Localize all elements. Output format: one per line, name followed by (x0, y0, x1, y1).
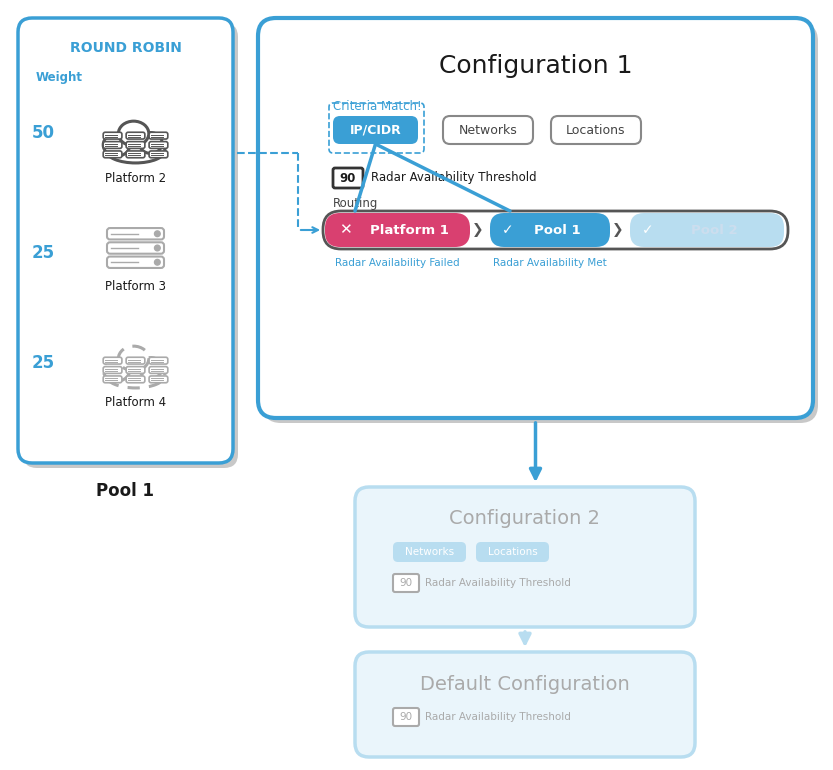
FancyBboxPatch shape (103, 367, 122, 373)
FancyBboxPatch shape (258, 18, 813, 418)
FancyBboxPatch shape (126, 142, 145, 149)
FancyBboxPatch shape (107, 228, 164, 239)
FancyBboxPatch shape (18, 18, 233, 463)
FancyBboxPatch shape (103, 151, 122, 158)
FancyBboxPatch shape (263, 23, 818, 423)
Ellipse shape (118, 121, 149, 146)
Ellipse shape (106, 139, 165, 163)
FancyBboxPatch shape (103, 142, 122, 149)
Text: ❯: ❯ (612, 223, 624, 237)
FancyBboxPatch shape (325, 213, 470, 247)
Text: 50: 50 (32, 124, 54, 142)
Ellipse shape (139, 132, 162, 153)
FancyBboxPatch shape (149, 376, 167, 383)
Text: 90: 90 (340, 172, 357, 185)
Text: ✓: ✓ (642, 223, 654, 237)
Text: ✕: ✕ (339, 223, 352, 237)
Text: 90: 90 (400, 712, 412, 722)
Ellipse shape (103, 359, 130, 381)
Circle shape (154, 231, 160, 236)
Ellipse shape (103, 133, 130, 156)
FancyBboxPatch shape (355, 652, 695, 757)
Text: 90: 90 (400, 578, 412, 588)
Circle shape (154, 259, 160, 265)
Text: Pool 1: Pool 1 (97, 482, 154, 500)
Text: Platform 3: Platform 3 (105, 280, 166, 293)
Text: Radar Availability Threshold: Radar Availability Threshold (425, 578, 571, 588)
Ellipse shape (139, 357, 162, 378)
FancyBboxPatch shape (126, 132, 145, 139)
FancyBboxPatch shape (355, 487, 695, 627)
FancyBboxPatch shape (551, 116, 641, 144)
FancyBboxPatch shape (323, 211, 788, 249)
FancyBboxPatch shape (149, 367, 167, 373)
FancyBboxPatch shape (103, 357, 122, 364)
FancyBboxPatch shape (23, 23, 238, 468)
Text: Pool 2: Pool 2 (691, 223, 738, 236)
FancyBboxPatch shape (126, 357, 145, 364)
Text: ROUND ROBIN: ROUND ROBIN (70, 41, 182, 55)
FancyBboxPatch shape (126, 367, 145, 373)
Text: Networks: Networks (405, 547, 454, 557)
FancyBboxPatch shape (149, 357, 167, 364)
FancyBboxPatch shape (393, 574, 419, 592)
FancyBboxPatch shape (630, 213, 784, 247)
Text: Radar Availability Failed: Radar Availability Failed (335, 258, 460, 268)
FancyBboxPatch shape (126, 151, 145, 158)
FancyBboxPatch shape (126, 376, 145, 383)
Text: Default Configuration: Default Configuration (420, 675, 630, 694)
FancyBboxPatch shape (476, 542, 549, 562)
FancyBboxPatch shape (333, 116, 418, 144)
FancyBboxPatch shape (393, 708, 419, 726)
FancyBboxPatch shape (149, 151, 167, 158)
FancyBboxPatch shape (103, 376, 122, 383)
FancyBboxPatch shape (107, 256, 164, 268)
Text: IP/CIDR: IP/CIDR (350, 123, 402, 136)
Text: Configuration 2: Configuration 2 (450, 510, 601, 528)
Text: Locations: Locations (487, 547, 537, 557)
FancyBboxPatch shape (443, 116, 533, 144)
Text: Locations: Locations (566, 123, 626, 136)
Text: 25: 25 (32, 354, 55, 372)
FancyBboxPatch shape (149, 142, 167, 149)
Text: Radar Availability Threshold: Radar Availability Threshold (371, 172, 536, 185)
Text: 25: 25 (32, 244, 55, 262)
Text: ✓: ✓ (502, 223, 514, 237)
Text: Platform 1: Platform 1 (370, 223, 448, 236)
FancyBboxPatch shape (107, 243, 164, 253)
Text: Routing: Routing (333, 196, 378, 209)
Text: Weight: Weight (36, 72, 83, 85)
FancyBboxPatch shape (490, 213, 610, 247)
FancyBboxPatch shape (333, 168, 363, 188)
Text: Configuration 1: Configuration 1 (439, 54, 632, 78)
Ellipse shape (106, 363, 165, 388)
Circle shape (154, 245, 160, 251)
Text: Radar Availability Threshold: Radar Availability Threshold (425, 712, 571, 722)
Ellipse shape (118, 346, 149, 371)
FancyBboxPatch shape (149, 132, 167, 139)
Text: Platform 2: Platform 2 (105, 172, 166, 185)
Text: ❯: ❯ (472, 223, 484, 237)
Text: Networks: Networks (459, 123, 517, 136)
FancyBboxPatch shape (103, 132, 122, 139)
FancyBboxPatch shape (393, 542, 466, 562)
Text: Platform 4: Platform 4 (105, 397, 166, 410)
Text: Pool 1: Pool 1 (534, 223, 581, 236)
Text: Radar Availability Met: Radar Availability Met (493, 258, 607, 268)
Text: Criteria Match!: Criteria Match! (333, 99, 421, 112)
